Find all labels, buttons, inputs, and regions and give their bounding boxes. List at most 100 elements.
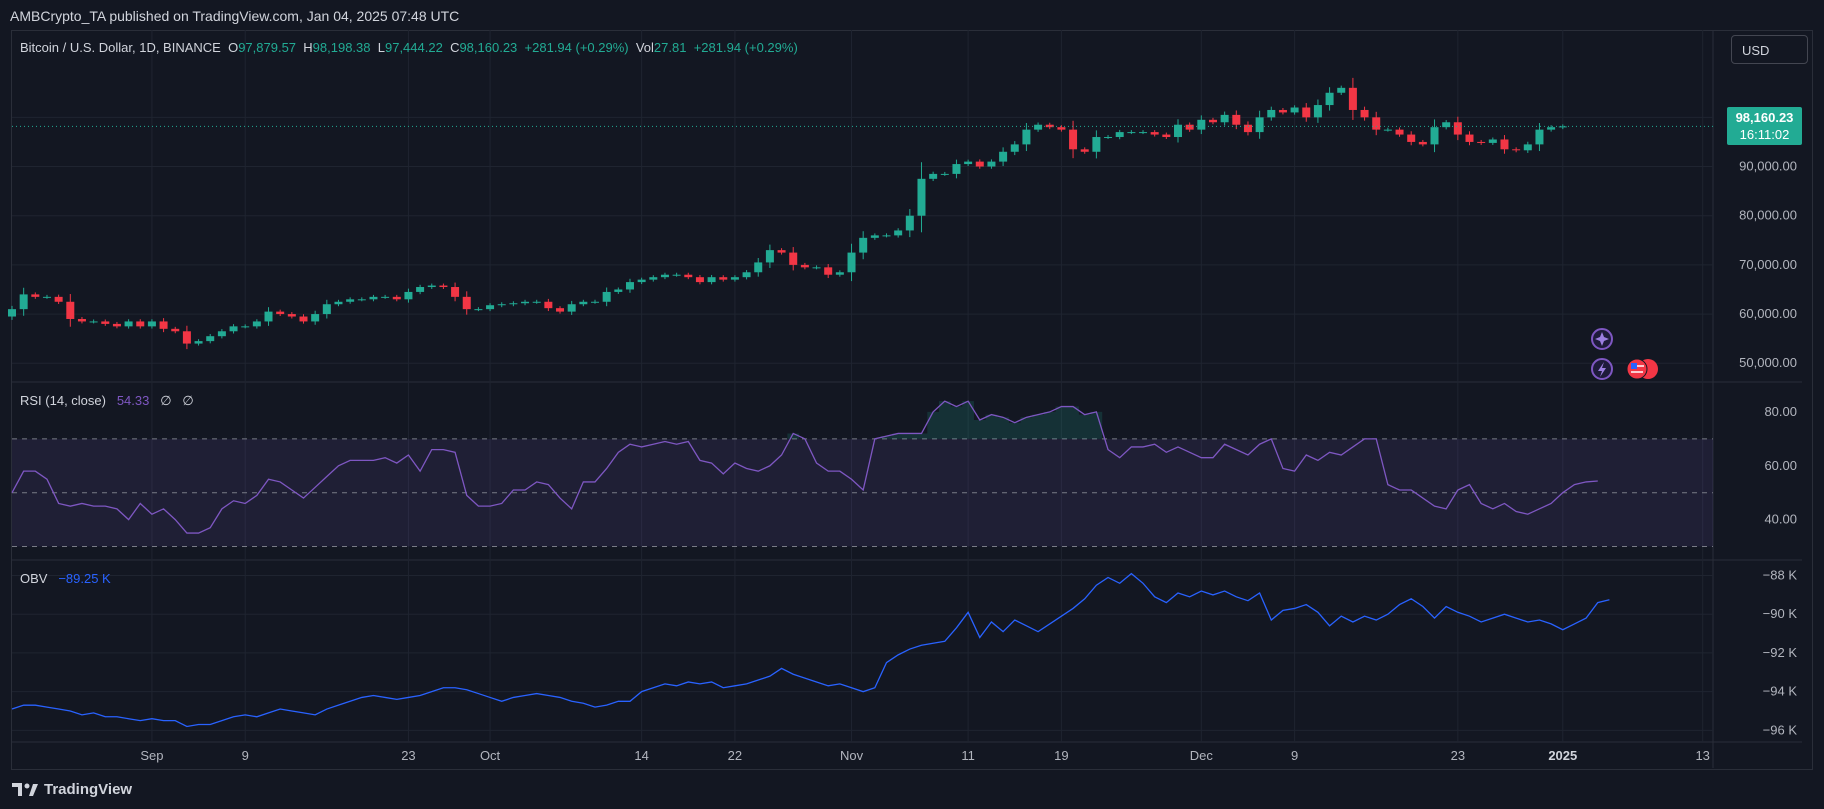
event-markers[interactable] <box>1580 325 1700 405</box>
candle <box>1465 131 1474 146</box>
candle-body <box>1104 137 1113 139</box>
us-flag-icon[interactable] <box>1626 358 1658 380</box>
candle <box>1069 120 1078 159</box>
lightning-icon[interactable] <box>1591 358 1613 380</box>
candle <box>579 299 588 307</box>
close-value: 98,160.23 <box>459 40 518 55</box>
vol-value: 27.81 <box>653 40 687 55</box>
candle <box>1162 132 1171 139</box>
candle <box>206 333 215 344</box>
candle <box>1488 137 1497 145</box>
candle <box>1325 87 1334 111</box>
candle <box>217 329 226 339</box>
candle <box>987 159 996 169</box>
candle <box>1500 135 1509 154</box>
candle-body <box>730 277 739 280</box>
candle-body <box>777 250 786 253</box>
sparkle-icon[interactable] <box>1591 328 1613 350</box>
candle <box>929 171 938 182</box>
candle <box>77 317 86 324</box>
candle <box>544 298 553 312</box>
candle-body <box>975 161 984 167</box>
candle-body <box>346 299 355 302</box>
obv-legend: OBV −89.25 K <box>20 571 111 586</box>
candle-body <box>19 294 28 310</box>
candle <box>497 302 506 308</box>
candle-body <box>124 321 133 327</box>
x-tick-label: Oct <box>480 748 501 763</box>
candle-body <box>1465 134 1474 142</box>
candle-body <box>1267 109 1276 118</box>
candle <box>940 171 949 176</box>
candle <box>171 326 180 334</box>
candle <box>1337 85 1346 95</box>
footer: TradingView <box>0 772 1824 809</box>
candle-body <box>427 285 436 288</box>
y-tick-label: 60,000.00 <box>1739 306 1797 321</box>
candle <box>1092 130 1101 159</box>
candle <box>1278 108 1287 115</box>
candle <box>1127 130 1136 135</box>
candle-body <box>252 321 261 327</box>
candle <box>905 209 914 238</box>
candle-body <box>1115 132 1124 138</box>
candle <box>637 277 646 285</box>
rsi-value: 54.33 <box>116 393 150 408</box>
candle <box>1104 135 1113 139</box>
candle <box>357 297 366 302</box>
y-tick-label: 80,000.00 <box>1739 208 1797 223</box>
candle-body <box>311 314 320 322</box>
candle-body <box>544 301 553 309</box>
x-tick-label: 23 <box>1451 748 1465 763</box>
candle <box>54 294 63 304</box>
rsi-overbought-fill <box>787 401 1103 439</box>
obv-tick-label: −94 K <box>1763 684 1798 699</box>
candle-body <box>1407 134 1416 142</box>
candle-body <box>369 296 378 300</box>
candle-body <box>1500 139 1509 150</box>
candle-body <box>1337 87 1346 93</box>
candle-body <box>404 291 413 300</box>
candle <box>311 310 320 325</box>
candle <box>917 162 926 233</box>
candle <box>229 324 238 334</box>
candle-body <box>462 296 471 310</box>
tradingview-logo-icon <box>12 783 38 796</box>
y-tick-label: 70,000.00 <box>1739 257 1797 272</box>
candle <box>602 287 611 307</box>
candle <box>66 294 75 327</box>
candle-body <box>789 252 798 265</box>
x-tick-label: 9 <box>1291 748 1298 763</box>
candle <box>847 243 856 282</box>
candle-body <box>1092 137 1101 152</box>
candle <box>556 306 565 314</box>
candle-body <box>229 326 238 332</box>
low-label: L <box>377 40 385 55</box>
candle-body <box>719 277 728 280</box>
candle-body <box>1302 107 1311 118</box>
chart-frame[interactable] <box>11 30 1813 770</box>
candle-body <box>334 301 343 305</box>
candle-body <box>1057 127 1066 130</box>
candle-body <box>1360 109 1369 118</box>
candle <box>1208 117 1217 125</box>
candle-body <box>532 301 541 303</box>
rsi-label: RSI (14, close) <box>20 393 106 408</box>
currency-button[interactable]: USD <box>1731 35 1808 64</box>
candle <box>252 319 261 329</box>
high-label: H <box>303 40 313 55</box>
x-tick-label: 9 <box>242 748 249 763</box>
rsi-extra-2: ∅ <box>182 393 194 408</box>
candle <box>19 287 28 316</box>
candle-body <box>1255 117 1264 133</box>
candle-body <box>1162 134 1171 138</box>
tradingview-logo[interactable]: TradingView <box>12 781 132 798</box>
candle <box>567 300 576 315</box>
candle-body <box>905 215 914 231</box>
candle-body <box>1022 129 1031 145</box>
candle-body <box>1185 124 1194 130</box>
candle <box>136 319 145 329</box>
vol-label: Vol <box>635 40 654 55</box>
candle <box>1372 111 1381 136</box>
